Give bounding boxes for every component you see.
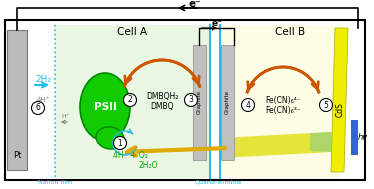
Text: 2: 2 xyxy=(128,95,132,105)
Text: e⁻: e⁻ xyxy=(212,19,223,28)
Text: hv: hv xyxy=(358,133,368,143)
Text: Fe(CN)₆³⁻: Fe(CN)₆³⁻ xyxy=(265,106,301,115)
Text: CdS: CdS xyxy=(335,103,344,117)
Bar xyxy=(220,25,340,178)
Text: 1: 1 xyxy=(118,139,122,147)
Circle shape xyxy=(31,101,45,115)
Text: 5: 5 xyxy=(324,101,328,109)
Text: 6: 6 xyxy=(36,104,40,112)
Text: Fe(CN)₆⁴⁻: Fe(CN)₆⁴⁻ xyxy=(265,97,301,105)
Text: PSII: PSII xyxy=(94,102,116,112)
Text: Graphite: Graphite xyxy=(196,90,202,114)
Text: DMBQ: DMBQ xyxy=(150,101,174,111)
Ellipse shape xyxy=(96,127,124,149)
Bar xyxy=(221,45,234,160)
Ellipse shape xyxy=(80,73,130,141)
Circle shape xyxy=(319,98,332,112)
Text: 4H⁺ + O₂: 4H⁺ + O₂ xyxy=(113,150,147,160)
Text: 4: 4 xyxy=(246,101,251,109)
Circle shape xyxy=(242,98,254,112)
Circle shape xyxy=(123,94,137,106)
Text: DMBQH₂: DMBQH₂ xyxy=(146,92,178,101)
Text: 4H⁺: 4H⁺ xyxy=(36,97,50,103)
Polygon shape xyxy=(331,28,348,172)
Text: 2H₂O: 2H₂O xyxy=(138,160,158,170)
Text: Cell B: Cell B xyxy=(275,27,305,37)
Text: Cell A: Cell A xyxy=(117,27,147,37)
Text: Graphite: Graphite xyxy=(224,90,230,114)
Text: e⁻: e⁻ xyxy=(189,0,201,9)
Bar xyxy=(193,45,206,160)
Text: Nafion film: Nafion film xyxy=(38,180,72,184)
Text: 3: 3 xyxy=(188,95,193,105)
Circle shape xyxy=(113,136,126,149)
Text: Pt: Pt xyxy=(13,150,21,160)
Text: 2H₂: 2H₂ xyxy=(35,74,51,84)
Bar xyxy=(5,20,365,180)
Text: H⁺: H⁺ xyxy=(61,114,69,119)
Polygon shape xyxy=(310,132,332,152)
Bar xyxy=(351,120,358,155)
Bar xyxy=(55,25,210,178)
Polygon shape xyxy=(220,132,332,158)
Bar xyxy=(7,30,27,170)
Text: Quartz-window: Quartz-window xyxy=(194,180,242,184)
Circle shape xyxy=(184,94,197,106)
